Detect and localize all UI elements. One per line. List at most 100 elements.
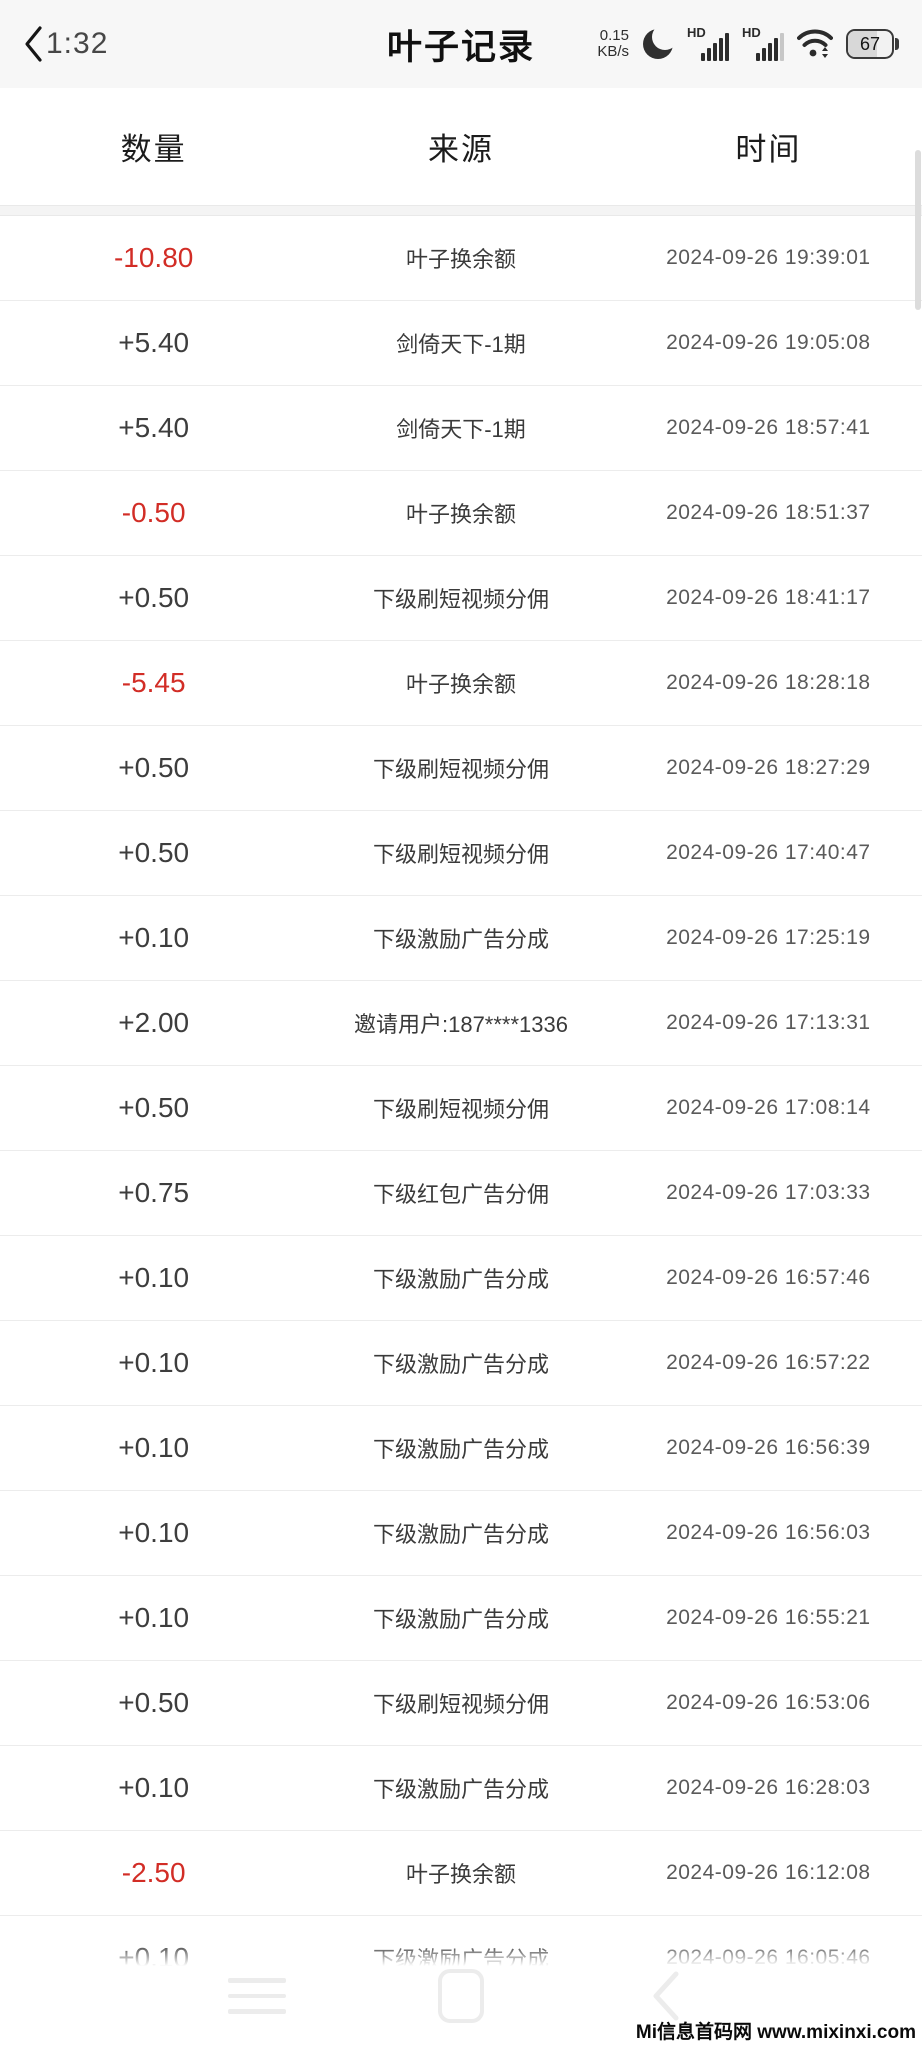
row-amount: +5.40 — [118, 327, 190, 358]
row-amount: +0.50 — [118, 752, 190, 783]
table-row: +2.00 邀请用户:187****1336 2024-09-26 17:13:… — [0, 981, 922, 1066]
row-amount: +0.50 — [118, 837, 190, 868]
row-time: 2024-09-26 17:03:33 — [666, 1181, 871, 1204]
row-time: 2024-09-26 19:05:08 — [666, 331, 871, 354]
row-source: 叶子换余额 — [405, 247, 516, 272]
row-source: 下级刷短视频分佣 — [372, 1692, 549, 1717]
row-source: 下级刷短视频分佣 — [372, 757, 549, 782]
row-time: 2024-09-26 16:57:22 — [666, 1351, 871, 1374]
nav-menu-button[interactable] — [222, 1966, 292, 2026]
table-row: +0.50 下级刷短视频分佣 2024-09-26 18:41:17 — [0, 556, 922, 641]
row-time: 2024-09-26 18:27:29 — [666, 756, 871, 779]
row-time: 2024-09-26 17:25:19 — [666, 926, 871, 949]
signal-bars-icon: HD — [687, 25, 729, 63]
row-source: 剑倚天下-1期 — [396, 332, 526, 357]
table-row: +0.10 下级激励广告分成 2024-09-26 17:25:19 — [0, 896, 922, 981]
row-time: 2024-09-26 16:56:03 — [666, 1521, 871, 1544]
scrollbar[interactable] — [915, 150, 921, 310]
row-amount: -5.45 — [121, 667, 186, 698]
row-source: 叶子换余额 — [405, 1862, 516, 1887]
back-icon[interactable] — [22, 24, 44, 64]
row-source: 下级刷短视频分佣 — [372, 587, 549, 612]
table-row: +0.10 下级激励广告分成 2024-09-26 16:56:39 — [0, 1406, 922, 1491]
row-source: 下级刷短视频分佣 — [372, 842, 549, 867]
nav-back-button[interactable] — [630, 1966, 700, 2026]
row-amount: -10.80 — [113, 242, 194, 273]
row-time: 2024-09-26 18:41:17 — [666, 586, 871, 609]
row-time: 2024-09-26 18:57:41 — [666, 416, 871, 439]
row-amount: +0.10 — [118, 922, 190, 953]
row-time: 2024-09-26 17:40:47 — [666, 841, 871, 864]
nav-home-button[interactable] — [426, 1966, 496, 2026]
row-time: 2024-09-26 19:39:01 — [666, 246, 871, 269]
signal-bars-icon: HD — [742, 25, 784, 63]
table-row: +5.40 剑倚天下-1期 2024-09-26 18:57:41 — [0, 386, 922, 471]
table-row: +0.50 下级刷短视频分佣 2024-09-26 16:53:06 — [0, 1661, 922, 1746]
row-source: 邀请用户:187****1336 — [353, 1012, 568, 1037]
column-header-amount: 数量 — [120, 132, 187, 167]
table-row: +0.10 下级激励广告分成 2024-09-26 16:55:21 — [0, 1576, 922, 1661]
watermark-text: Mi信息首码网 www.mixinxi.com — [635, 2022, 916, 2043]
row-amount: +0.10 — [118, 1602, 190, 1633]
row-amount: +0.10 — [118, 1262, 190, 1293]
row-source: 剑倚天下-1期 — [396, 417, 526, 442]
bottom-nav-bar — [0, 1944, 922, 2048]
menu-icon — [228, 1978, 286, 2014]
table-row: -2.50 叶子换余额 2024-09-26 16:12:08 — [0, 1831, 922, 1916]
row-amount: +0.10 — [118, 1772, 190, 1803]
table-row: +0.10 下级激励广告分成 2024-09-26 16:56:03 — [0, 1491, 922, 1576]
network-speed: 0.15 KB/s — [597, 27, 629, 60]
row-amount: +0.10 — [118, 1432, 190, 1463]
row-source: 下级激励广告分成 — [372, 1777, 549, 1802]
row-source: 下级激励广告分成 — [372, 1607, 549, 1632]
row-source: 叶子换余额 — [405, 502, 516, 527]
column-header-source: 来源 — [427, 132, 494, 167]
wifi-icon — [797, 29, 833, 58]
clock-text: 1:32 — [46, 27, 109, 60]
row-time: 2024-09-26 16:56:39 — [666, 1436, 871, 1459]
column-header-time: 时间 — [735, 132, 802, 167]
home-icon — [438, 1969, 484, 2023]
row-source: 下级激励广告分成 — [372, 1522, 549, 1547]
row-time: 2024-09-26 16:57:46 — [666, 1266, 871, 1289]
row-amount: +5.40 — [118, 412, 190, 443]
row-time: 2024-09-26 16:28:03 — [666, 1776, 871, 1799]
table-row: +0.50 下级刷短视频分佣 2024-09-26 18:27:29 — [0, 726, 922, 811]
row-amount: +0.50 — [118, 582, 190, 613]
row-time: 2024-09-26 17:13:31 — [666, 1011, 871, 1034]
table-row: +5.40 剑倚天下-1期 2024-09-26 19:05:08 — [0, 301, 922, 386]
table-row: -10.80 叶子换余额 2024-09-26 19:39:01 — [0, 216, 922, 301]
row-amount: +0.50 — [118, 1687, 190, 1718]
row-time: 2024-09-26 16:55:21 — [666, 1606, 871, 1629]
row-amount: +0.50 — [118, 1092, 190, 1123]
status-bar: 1:32 叶子记录 0.15 KB/s HD HD — [0, 0, 922, 88]
table-body: -10.80 叶子换余额 2024-09-26 19:39:01 +5.40 剑… — [0, 216, 922, 2001]
row-amount: +0.10 — [118, 1517, 190, 1548]
row-amount: +2.00 — [118, 1007, 190, 1038]
back-chevron-icon — [653, 1971, 679, 2021]
row-time: 2024-09-26 17:08:14 — [666, 1096, 871, 1119]
battery-icon: 67 — [846, 29, 900, 59]
row-source: 下级红包广告分佣 — [372, 1182, 549, 1207]
table-row: -0.50 叶子换余额 2024-09-26 18:51:37 — [0, 471, 922, 556]
table-row: +0.10 下级激励广告分成 2024-09-26 16:57:46 — [0, 1236, 922, 1321]
row-time: 2024-09-26 18:28:18 — [666, 671, 871, 694]
table-row: +0.50 下级刷短视频分佣 2024-09-26 17:40:47 — [0, 811, 922, 896]
row-amount: -0.50 — [121, 497, 186, 528]
battery-percent: 67 — [859, 33, 881, 54]
table-row: -5.45 叶子换余额 2024-09-26 18:28:18 — [0, 641, 922, 726]
row-time: 2024-09-26 16:53:06 — [666, 1691, 871, 1714]
row-time: 2024-09-26 16:12:08 — [666, 1861, 871, 1884]
row-source: 下级激励广告分成 — [372, 927, 549, 952]
row-source: 下级激励广告分成 — [372, 1352, 549, 1377]
table-row: +0.10 下级激励广告分成 2024-09-26 16:28:03 — [0, 1746, 922, 1831]
row-amount: -2.50 — [121, 1857, 186, 1888]
header-divider-band — [0, 206, 922, 216]
row-amount: +0.75 — [118, 1177, 190, 1208]
table-header: 数量 来源 时间 — [0, 88, 922, 206]
row-amount: +0.10 — [118, 1347, 190, 1378]
row-source: 下级刷短视频分佣 — [372, 1097, 549, 1122]
table-row: +0.50 下级刷短视频分佣 2024-09-26 17:08:14 — [0, 1066, 922, 1151]
row-source: 下级激励广告分成 — [372, 1267, 549, 1292]
